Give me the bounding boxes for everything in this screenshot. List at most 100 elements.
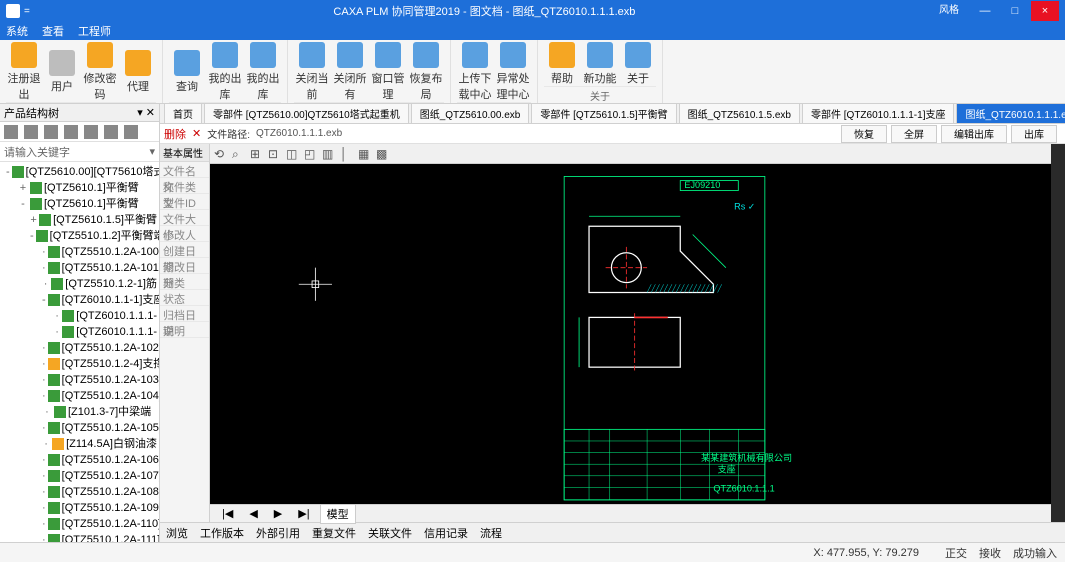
- canvas-tool-icon[interactable]: ▦: [358, 147, 372, 161]
- tree-expander-icon[interactable]: ·: [42, 244, 46, 260]
- tree-expander-icon[interactable]: +: [18, 180, 28, 196]
- tree-item[interactable]: · [Z114.5A]白钢油漆: [2, 436, 157, 452]
- info-tab[interactable]: 流程: [480, 525, 502, 541]
- maximize-button[interactable]: □: [1001, 1, 1029, 21]
- ribbon-button[interactable]: 恢复布局: [408, 42, 444, 102]
- sheet-tab[interactable]: ▶: [268, 506, 288, 521]
- tree-expander-icon[interactable]: ·: [42, 452, 46, 468]
- doc-tab[interactable]: 零部件 [QTZ6010.1.1.1-1]支座: [802, 104, 955, 123]
- tree-item[interactable]: · [QTZ5510.1.2A-110]: [2, 516, 157, 532]
- tree-item[interactable]: - [QTZ5610.1]平衡臂: [2, 196, 157, 212]
- tree-tb-icon[interactable]: [64, 125, 78, 139]
- tree-expander-icon[interactable]: ·: [54, 324, 60, 340]
- tree-expander-icon[interactable]: ·: [42, 468, 46, 484]
- canvas-tool-icon[interactable]: ◫: [286, 147, 300, 161]
- ribbon-button[interactable]: 修改密码: [82, 42, 118, 102]
- canvas-tool-icon[interactable]: │: [340, 147, 354, 161]
- tree-item[interactable]: + [QTZ5610.1.5]平衡臂: [2, 212, 157, 228]
- minimize-button[interactable]: —: [971, 1, 999, 21]
- tree-item[interactable]: + [QTZ5610.1]平衡臂: [2, 180, 157, 196]
- tree-expander-icon[interactable]: ·: [42, 340, 46, 356]
- tree-item[interactable]: · [QTZ5510.1.2A-108]: [2, 484, 157, 500]
- tree[interactable]: - [QTZ5610.00][QT75610塔式起重机 + [QTZ5610.1…: [0, 162, 159, 542]
- tree-expander-icon[interactable]: ·: [42, 388, 46, 404]
- ribbon-button[interactable]: 注册退出: [6, 42, 42, 102]
- tree-expander-icon[interactable]: -: [30, 228, 34, 244]
- vertical-scrollbar[interactable]: [1051, 144, 1065, 522]
- tree-expander-icon[interactable]: ·: [42, 356, 46, 372]
- tree-expander-icon[interactable]: ·: [42, 516, 46, 532]
- ribbon-button[interactable]: 帮助: [544, 42, 580, 86]
- tree-item[interactable]: · [QTZ5510.1.2-4]支撑: [2, 356, 157, 372]
- tree-expander-icon[interactable]: ·: [42, 372, 46, 388]
- tree-item[interactable]: · [QTZ5510.1.2A-106]: [2, 452, 157, 468]
- tree-expander-icon[interactable]: ·: [42, 260, 46, 276]
- ribbon-button[interactable]: 查询: [169, 42, 205, 102]
- tree-expander-icon[interactable]: -: [18, 196, 28, 212]
- menu-item[interactable]: 系统: [6, 26, 28, 38]
- tree-search-input[interactable]: 请输入关键字: [4, 144, 149, 160]
- tree-expander-icon[interactable]: ·: [42, 436, 50, 452]
- info-tab[interactable]: 工作版本: [200, 525, 244, 541]
- tree-tb-icon[interactable]: [124, 125, 138, 139]
- tree-expander-icon[interactable]: -: [42, 292, 46, 308]
- doc-tab[interactable]: 图纸_QTZ5610.1.5.exb: [679, 104, 800, 123]
- style-label[interactable]: 风格: [939, 1, 959, 21]
- tree-item[interactable]: · [QTZ5510.1.2A-100]: [2, 244, 157, 260]
- status-item[interactable]: 成功输入: [1013, 548, 1057, 560]
- tree-item[interactable]: - [QTZ6010.1.1-1]支座: [2, 292, 157, 308]
- ribbon-button[interactable]: 异常处理中心: [495, 42, 531, 102]
- tree-item[interactable]: · [QTZ5510.1.2A-104]: [2, 388, 157, 404]
- canvas-tool-icon[interactable]: ⊡: [268, 147, 282, 161]
- tree-tb-icon[interactable]: [24, 125, 38, 139]
- tree-item[interactable]: · [Z101.3-7]中梁端: [2, 404, 157, 420]
- tree-item[interactable]: · [QTZ5510.1.2A-107]: [2, 468, 157, 484]
- info-tab[interactable]: 关联文件: [368, 525, 412, 541]
- tree-item[interactable]: - [QTZ5610.00][QT75610塔式起重机: [2, 164, 157, 180]
- ribbon-button[interactable]: 代理: [120, 42, 156, 102]
- doc-tab[interactable]: 图纸_QTZ5610.00.exb: [411, 104, 530, 123]
- tree-tb-icon[interactable]: [44, 125, 58, 139]
- tree-tb-icon[interactable]: [104, 125, 118, 139]
- tree-item[interactable]: · [QTZ5510.1.2A-103]: [2, 372, 157, 388]
- menu-item[interactable]: 查看: [42, 26, 64, 38]
- ribbon-button[interactable]: 窗口管理: [370, 42, 406, 102]
- tree-item[interactable]: · [QTZ5510.1.2A-105]: [2, 420, 157, 436]
- tree-expander-icon[interactable]: ·: [42, 500, 46, 516]
- action-button[interactable]: 编辑出库: [941, 125, 1007, 143]
- status-item[interactable]: 接收: [979, 548, 1001, 560]
- sheet-tab[interactable]: |◀: [216, 506, 239, 521]
- status-item[interactable]: 正交: [945, 548, 967, 560]
- tree-expander-icon[interactable]: ·: [42, 420, 46, 436]
- menu-item[interactable]: 工程师: [78, 26, 111, 38]
- ribbon-button[interactable]: 用户: [44, 42, 80, 102]
- canvas-tool-icon[interactable]: ◰: [304, 147, 318, 161]
- ribbon-button[interactable]: 我的出库: [245, 42, 281, 102]
- tree-item[interactable]: · [QTZ5510.1.2A-109]: [2, 500, 157, 516]
- sheet-tab[interactable]: 模型: [320, 504, 356, 524]
- canvas-tool-icon[interactable]: ⟲: [214, 147, 228, 161]
- tree-item[interactable]: · [QTZ5510.1.2A-111]: [2, 532, 157, 542]
- doc-tab[interactable]: 首页: [164, 104, 202, 123]
- info-tab[interactable]: 信用记录: [424, 525, 468, 541]
- tree-expander-icon[interactable]: ·: [42, 532, 46, 542]
- ribbon-button[interactable]: 关闭所有: [332, 42, 368, 102]
- delete-link[interactable]: 删除: [164, 126, 186, 142]
- sheet-tab[interactable]: ▶|: [292, 506, 315, 521]
- tree-tb-icon[interactable]: [4, 125, 18, 139]
- canvas-tool-icon[interactable]: ⊞: [250, 147, 264, 161]
- ribbon-button[interactable]: 新功能: [582, 42, 618, 86]
- info-tab[interactable]: 重复文件: [312, 525, 356, 541]
- sheet-tab[interactable]: ◀: [243, 506, 263, 521]
- canvas-tool-icon[interactable]: ⌕: [232, 147, 246, 161]
- canvas-tool-icon[interactable]: ▥: [322, 147, 336, 161]
- ribbon-button[interactable]: 关于: [620, 42, 656, 86]
- tree-item[interactable]: · [QTZ5510.1.2A-101]: [2, 260, 157, 276]
- cad-canvas[interactable]: EJ09210Rs ✓QTZ6010.1.1.1支座某某建筑机械有限公司: [210, 164, 1051, 504]
- info-tab[interactable]: 外部引用: [256, 525, 300, 541]
- doc-tab[interactable]: 零部件 [QTZ5610.00]QTZ5610塔式起重机: [204, 104, 409, 123]
- ribbon-button[interactable]: 关闭当前: [294, 42, 330, 102]
- action-button[interactable]: 出库: [1011, 125, 1057, 143]
- tree-expander-icon[interactable]: -: [6, 164, 10, 180]
- info-tab[interactable]: 浏览: [166, 525, 188, 541]
